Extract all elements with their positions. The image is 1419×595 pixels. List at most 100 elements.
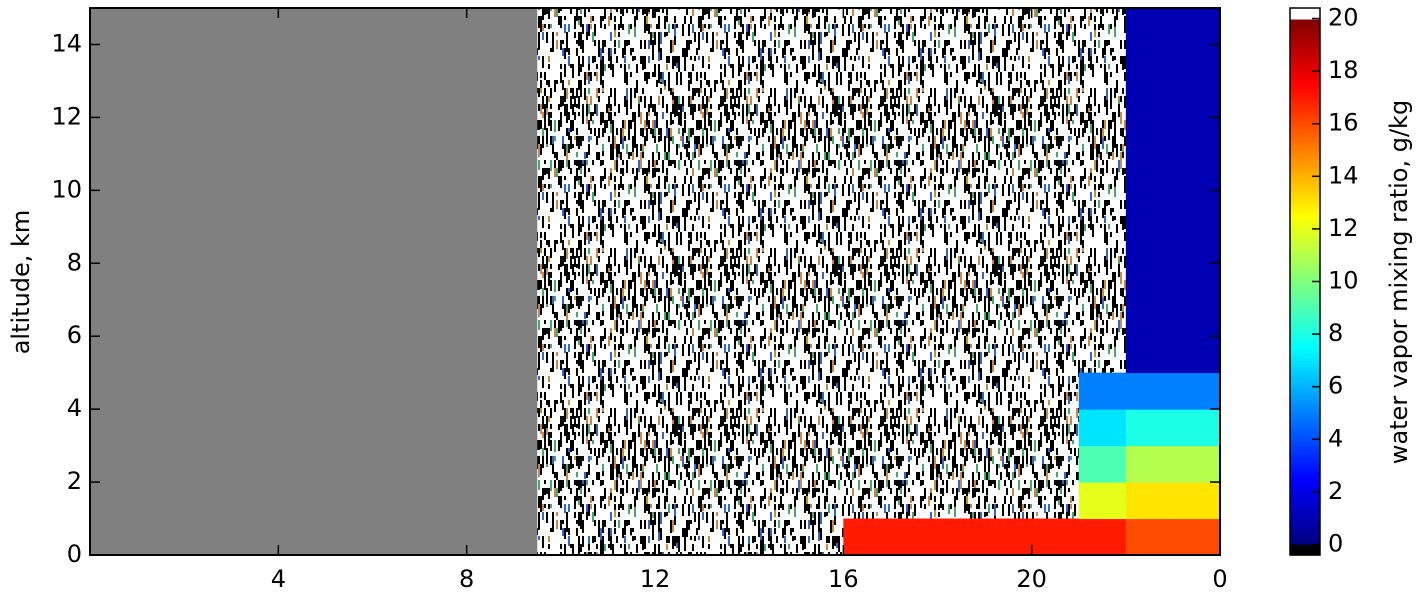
plot-area: [90, 8, 1221, 556]
heat-cell: [1125, 190, 1174, 228]
colorbar-segment: [1290, 62, 1320, 67]
colorbar-segment: [1290, 317, 1320, 321]
colorbar-segment: [1290, 286, 1320, 291]
colorbar-segment: [1290, 516, 1320, 521]
colorbar-segment: [1290, 284, 1320, 288]
colorbar-segment: [1290, 265, 1320, 269]
colorbar-segment: [1290, 76, 1320, 80]
y-tick-label: 14: [51, 29, 82, 57]
colorbar-segment: [1290, 475, 1320, 480]
colorbar-segment: [1290, 470, 1320, 474]
heat-cell: [1078, 482, 1127, 520]
colorbar-segment: [1290, 109, 1320, 113]
colorbar-segment: [1290, 202, 1320, 206]
colorbar-segment: [1290, 169, 1320, 173]
colorbar-segment: [1290, 505, 1320, 510]
heat-cell: [1125, 117, 1174, 155]
colorbar-segment: [1290, 59, 1320, 64]
colorbar-segment: [1290, 152, 1320, 157]
colorbar-segment: [1290, 527, 1320, 531]
y-tick-label: 2: [67, 467, 82, 495]
colorbar-segment: [1290, 273, 1320, 277]
colorbar-segment: [1290, 278, 1320, 283]
heat-cell: [1172, 153, 1221, 191]
colorbar-segment: [1290, 218, 1320, 222]
colorbar-segment: [1290, 68, 1320, 72]
colorbar-segment: [1290, 276, 1320, 280]
colorbar-segment: [1290, 399, 1320, 403]
colorbar-segment: [1290, 522, 1320, 526]
colorbar-segment: [1290, 462, 1320, 466]
colorbar-segment: [1290, 18, 1320, 23]
colorbar-segment: [1290, 418, 1320, 422]
colorbar-segment: [1290, 103, 1320, 108]
colorbar-segment: [1290, 549, 1320, 553]
colorbar-segment: [1290, 448, 1320, 452]
heat-cell: [1125, 445, 1174, 483]
colorbar-segment: [1290, 481, 1320, 485]
colorbar-tick-label: 0: [1328, 529, 1343, 557]
colorbar-segment: [1290, 204, 1320, 209]
colorbar-segment: [1290, 295, 1320, 299]
colorbar-segment: [1290, 128, 1320, 132]
colorbar-segment: [1290, 371, 1320, 376]
colorbar-segment: [1290, 24, 1320, 28]
colorbar-segment: [1290, 133, 1320, 138]
colorbar-segment: [1290, 84, 1320, 88]
colorbar-segment: [1290, 229, 1320, 233]
heat-cell: [1172, 482, 1221, 520]
colorbar-segment: [1290, 442, 1320, 447]
heat-cell: [1172, 117, 1221, 155]
colorbar-segment: [1290, 49, 1320, 53]
colorbar-tick-label: 4: [1328, 424, 1343, 452]
colorbar-segment: [1290, 8, 1320, 12]
colorbar-segment: [1290, 358, 1320, 362]
colorbar-segment: [1290, 180, 1320, 184]
heat-cell: [1172, 445, 1221, 483]
colorbar-segment: [1290, 341, 1320, 346]
colorbar-segment: [1290, 166, 1320, 170]
heat-cell: [1172, 299, 1221, 337]
colorbar-segment: [1290, 513, 1320, 518]
colorbar-segment: [1290, 478, 1320, 482]
colorbar-segment: [1290, 40, 1320, 45]
colorbar-segment: [1290, 259, 1320, 263]
colorbar-segment: [1290, 95, 1320, 99]
heat-cell: [1125, 153, 1174, 191]
colorbar-tick-label: 18: [1328, 56, 1359, 84]
colorbar-segment: [1290, 54, 1320, 58]
colorbar-segment: [1290, 43, 1320, 47]
colorbar-segment: [1290, 352, 1320, 356]
colorbar-segment: [1290, 347, 1320, 351]
colorbar-segment: [1290, 289, 1320, 294]
heat-cell: [1172, 336, 1221, 374]
colorbar-segment: [1290, 21, 1320, 26]
colorbar-segment: [1290, 122, 1320, 127]
colorbar-segment: [1290, 511, 1320, 515]
colorbar-segment: [1290, 185, 1320, 190]
colorbar-segment: [1290, 172, 1320, 176]
colorbar-segment: [1290, 270, 1320, 274]
colorbar-segment: [1290, 456, 1320, 460]
colorbar-segment: [1290, 117, 1320, 121]
colorbar-segment: [1290, 251, 1320, 255]
colorbar-segment: [1290, 492, 1320, 496]
colorbar-segment: [1290, 111, 1320, 116]
colorbar-segment: [1290, 303, 1320, 307]
colorbar-tick-label: 20: [1328, 4, 1359, 32]
y-tick-label: 12: [51, 102, 82, 130]
colorbar-segment: [1290, 535, 1320, 540]
colorbar-segment: [1290, 431, 1320, 436]
y-axis-label: altitude, km: [7, 210, 35, 355]
colorbar-segment: [1290, 319, 1320, 324]
colorbar-segment: [1290, 322, 1320, 326]
colorbar-segment: [1290, 546, 1320, 551]
heat-cell: [1125, 80, 1174, 118]
colorbar-label: water vapor mixing ratio, g/kg: [1385, 100, 1413, 464]
heat-cell: [890, 518, 938, 556]
colorbar-segment: [1290, 393, 1320, 397]
colorbar-segment: [1290, 349, 1320, 354]
colorbar-segment: [1290, 193, 1320, 198]
colorbar-segment: [1290, 213, 1320, 217]
colorbar-tick-label: 12: [1328, 214, 1359, 242]
